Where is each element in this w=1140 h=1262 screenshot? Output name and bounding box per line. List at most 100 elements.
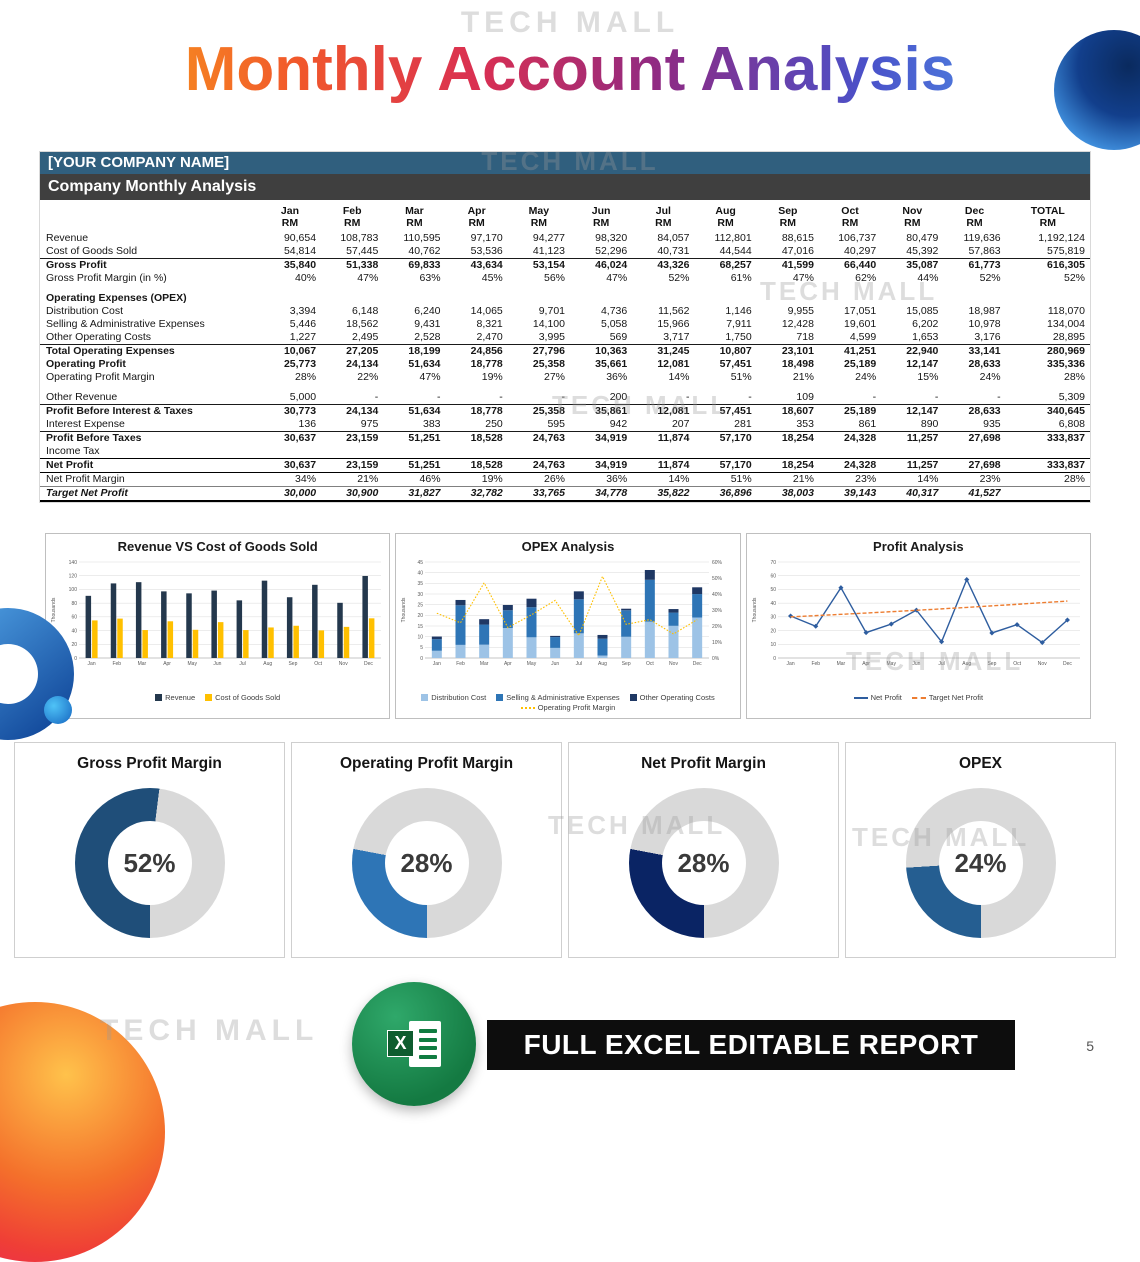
table-cell: 4,599 [849,331,877,344]
legend-swatch [155,694,163,701]
table-cell: 30,637 [258,431,322,446]
gauge-title: Net Profit Margin [641,755,766,772]
table-cell: 340,645 [1005,404,1090,419]
table-row: Gross Profit Margin (in %) 40% 47% 63% 45% 56… [40,272,1090,285]
table-cell: - [499,391,503,404]
table-cell: 40,297 [844,245,877,258]
svg-text:Dec: Dec [364,661,373,667]
table-cell: 40,317 [881,486,944,502]
table-cell [632,384,694,391]
svg-text:10%: 10% [712,640,723,646]
svg-text:Jul: Jul [240,661,246,667]
table-cell: 18,778 [470,358,503,371]
svg-text:May: May [188,661,198,667]
row-label: Revenue [46,232,89,245]
table-row: Selling & Administrative Expenses 5,446 18… [40,318,1090,331]
table-cell: 25,189 [818,404,882,419]
table-cell: 18,254 [756,431,819,446]
table-cell: 57,170 [694,458,757,474]
legend-item: Distribution Cost [421,693,486,702]
table-cell: 109 [796,391,814,404]
table-cell: 51% [730,371,752,384]
table-cell [1005,486,1090,502]
table-cell: 24,856 [445,344,508,359]
table-cell: - [934,391,939,404]
legend-item: Target Net Profit [911,693,983,702]
table-cell: 66,440 [818,258,882,273]
svg-text:Thousands: Thousands [752,597,758,622]
table-cell: 1,192,124 [1038,232,1085,245]
gauge-value: 28% [400,847,453,878]
column-header-jun: Jun RM [591,205,611,230]
chart-legend: Revenue Cost of Goods Sold [49,693,386,702]
column-header-aug: Aug RM [715,205,736,230]
chart-revenue-vs-cogs: Revenue VS Cost of Goods Sold 0 20 40 60 80 1… [45,533,391,719]
svg-text:Oct: Oct [314,661,322,667]
table-row: Net Profit Margin 34% 21% 46% 19% 26% 36% 14% 51… [40,473,1090,487]
table-cell: 280,969 [1005,344,1090,359]
table-cell: 890 [920,418,939,431]
table-cell: 10,067 [258,344,322,359]
column-header-feb: Feb RM [342,205,362,230]
svg-text:Aug: Aug [599,661,608,667]
table-cell [1006,445,1090,459]
corner-cell [40,200,259,232]
table-cell: 17,051 [844,305,877,318]
table-cell: 18,254 [756,458,819,474]
table-cell: 51,634 [383,404,446,419]
svg-text:May: May [886,661,896,667]
table-cell: 57,863 [968,245,1001,258]
table-cell: - [437,391,441,404]
table-cell: 24,763 [507,458,570,474]
svg-text:20: 20 [770,628,776,634]
table-cell: 18,607 [756,404,819,419]
table-cell [259,292,321,305]
table-row: Cost of Goods Sold 54,814 57,445 40,762 53,5… [40,245,1090,259]
table-row [40,285,1090,292]
svg-text:10: 10 [770,642,776,648]
table-cell: 24,134 [321,404,384,419]
svg-text:30: 30 [770,615,776,621]
svg-text:Jul: Jul [938,661,944,667]
row-label [40,384,259,391]
table-cell [570,384,632,391]
svg-text:Apr: Apr [163,661,171,667]
table-cell [881,384,943,391]
table-cell: 52% [1063,272,1085,285]
table-cell [570,445,632,459]
table-cell: 3,995 [538,331,565,344]
table-cell: 1,146 [725,305,752,318]
legend-swatch [629,694,637,701]
table-cell: 51,251 [383,431,446,446]
footer-banner: FULL EXCEL EDITABLE REPORT [487,1020,1015,1070]
column-header-jul: Jul RM [655,205,672,230]
column-header-dec: Dec RM [964,205,985,230]
table-cell: 41,599 [756,258,819,273]
table-cell: 61,773 [943,258,1006,273]
svg-text:Sep: Sep [289,661,298,667]
table-cell: 4,736 [600,305,628,318]
table-cell [819,384,881,391]
svg-text:30%: 30% [712,608,723,614]
table-cell [383,384,445,391]
table-cell: 41,123 [532,245,565,258]
table-cell: 935 [983,418,1001,431]
table-cell: 11,562 [658,305,690,318]
svg-text:15: 15 [418,624,424,630]
table-row: Interest Expense 136 975 383 250 595 942 207 281… [40,418,1090,432]
table-cell: 25,358 [532,358,565,371]
svg-text:100: 100 [69,587,78,593]
table-cell: 62% [855,272,877,285]
report-table: Jan RM Feb RM Mar RM Apr RM May RM Jun RM Jul RM Aug RM… [40,200,1090,503]
table-cell: 12,081 [657,358,690,371]
table-cell: 333,837 [1005,458,1090,474]
table-cell: 51,634 [408,358,441,371]
table-cell [943,445,1005,459]
svg-text:Thousands: Thousands [401,597,407,622]
column-header-mar: Mar RM [405,205,424,230]
table-cell: 56% [543,272,565,285]
table-cell: 38,003 [756,486,819,502]
table-cell: 12,147 [881,404,944,419]
table-cell [819,285,881,292]
table-cell: 24,763 [507,431,570,446]
